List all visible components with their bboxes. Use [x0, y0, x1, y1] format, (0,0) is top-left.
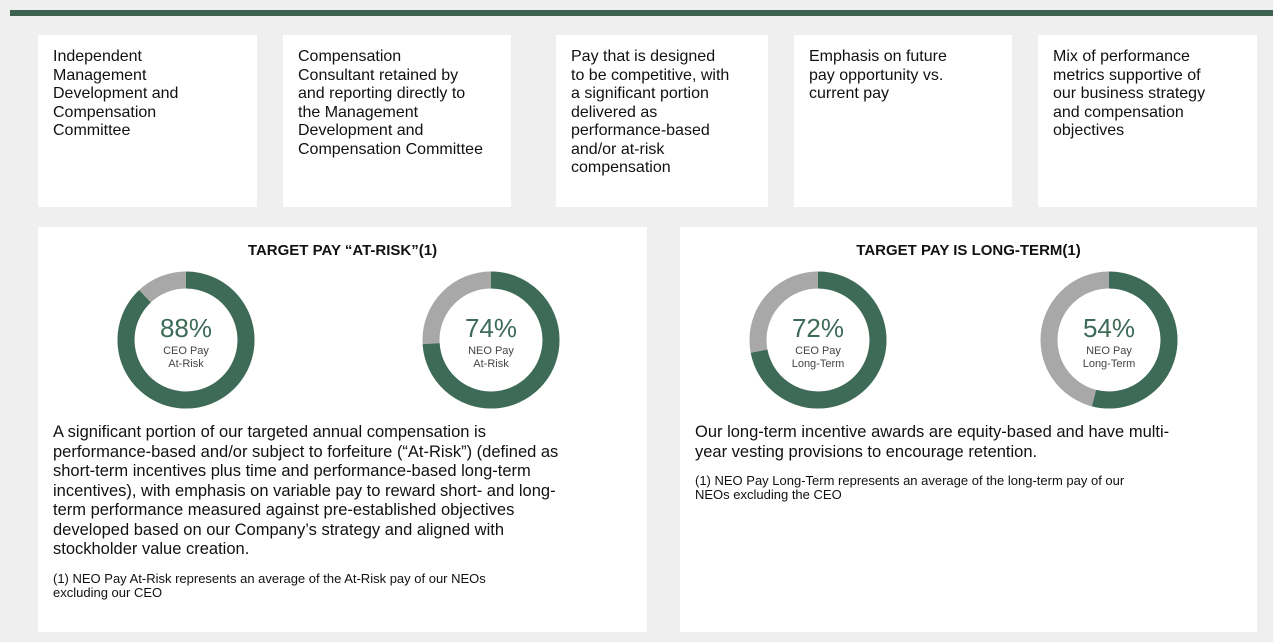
feature-text: Consultant retained by: [298, 66, 459, 84]
feature-text: metrics supportive of: [1053, 66, 1201, 84]
donut-value: 88%: [160, 313, 212, 343]
footnote-line: (1) NEO Pay Long-Term represents an aver…: [695, 473, 1125, 488]
donut-arc: [750, 271, 887, 409]
feature-text: the Management: [298, 103, 419, 121]
panel: 88% CEO Pay At-Risk 74% NEO Pay At-Risk TARGET…: [38, 227, 647, 632]
donut-arc: [117, 271, 255, 409]
feature-text: and compensation: [1053, 103, 1184, 121]
feature-text: Independent: [53, 48, 142, 65]
paragraph-line: Our long-term incentive awards are equit…: [695, 423, 1170, 441]
feature-box: Compensation Consultant retained by and re…: [283, 35, 511, 207]
panel: 72% CEO Pay Long-Term 54% NEO Pay Long-Term TA…: [680, 227, 1257, 632]
feature-text: Management: [53, 66, 147, 84]
footnote: (1) NEO Pay At-Risk represents an averag…: [53, 570, 486, 600]
feature-text: Emphasis on future: [809, 48, 947, 65]
panel-title: TARGET PAY IS LONG-TERM(1): [856, 242, 1081, 259]
feature-box: Mix of performance metrics supportive of o…: [1038, 35, 1257, 207]
feature-text: Committee: [53, 122, 131, 139]
donut-label: CEO Pay: [163, 345, 209, 357]
feature-text: a significant portion: [571, 85, 709, 102]
feature-text: Development and: [53, 85, 179, 102]
top-bar: [10, 10, 1273, 16]
paragraph-line: stockholder value creation.: [53, 540, 250, 558]
feature-text: Development and: [298, 122, 424, 139]
donut-label: CEO Pay: [795, 345, 841, 357]
footnote-line: excluding our CEO: [53, 584, 163, 600]
feature-text: compensation: [571, 159, 671, 176]
feature-text: and reporting directly to: [298, 85, 466, 102]
feature-text: Compensation: [298, 48, 402, 65]
paragraph-line: incentives), with emphasis on variable p…: [53, 481, 556, 500]
feature-box: Independent Management Development and Comp…: [38, 35, 257, 207]
feature-text: Mix of performance: [1053, 48, 1190, 65]
footnote: (1) NEO Pay Long-Term represents an aver…: [695, 474, 1124, 502]
feature-text: current pay: [809, 85, 890, 102]
feature-text: objectives: [1053, 122, 1125, 139]
donut-value: 54%: [1083, 313, 1135, 343]
donut-label: At-Risk: [473, 358, 509, 370]
feature-text: delivered as: [571, 103, 658, 121]
feature-text: to be competitive, with: [571, 66, 730, 84]
feature-text: and/or at-risk: [571, 140, 665, 158]
donut-label: Long-Term: [1083, 358, 1136, 370]
paragraph-line: short-term incentives plus time and perf…: [53, 462, 531, 480]
feature-text: pay opportunity vs.: [809, 66, 944, 84]
feature-text: performance-based: [571, 122, 710, 139]
feature-text: Compensation Committee: [298, 140, 483, 158]
paragraph-line: A significant portion of our targeted an…: [53, 423, 486, 441]
donut-label: NEO Pay: [468, 345, 514, 357]
feature-box: Emphasis on future pay opportunity vs. cur…: [794, 35, 1012, 207]
donut-label: NEO Pay: [1086, 345, 1132, 357]
donut-arc: [1091, 271, 1178, 409]
donut-value: 74%: [465, 313, 517, 343]
paragraph-line: term performance measured against pre-es…: [53, 501, 515, 519]
donut-value: 72%: [792, 313, 844, 343]
feature-text: our business strategy: [1053, 85, 1206, 102]
footnote-line: (1) NEO Pay At-Risk represents an averag…: [53, 570, 486, 586]
panel-title: TARGET PAY “AT-RISK”(1): [247, 242, 438, 259]
paragraph-line: developed based on our Company’s strateg…: [53, 520, 504, 539]
donut-arc: [422, 271, 560, 409]
paragraph: Our long-term incentive awards are equit…: [695, 423, 1169, 462]
feature-text: Compensation: [53, 103, 157, 121]
feature-text: Pay that is designed: [571, 48, 716, 65]
paragraph: A significant portion of our targeted an…: [53, 423, 558, 560]
footnote-line: NEOs excluding the CEO: [695, 487, 842, 502]
paragraph-line: year vesting provisions to encourage ret…: [695, 442, 1038, 461]
donut-label: Long-Term: [792, 358, 845, 370]
feature-box: Pay that is designed to be competitive, w…: [556, 35, 768, 207]
paragraph-line: performance-based and/or subject to forf…: [53, 442, 559, 461]
donut-label: At-Risk: [168, 358, 204, 370]
